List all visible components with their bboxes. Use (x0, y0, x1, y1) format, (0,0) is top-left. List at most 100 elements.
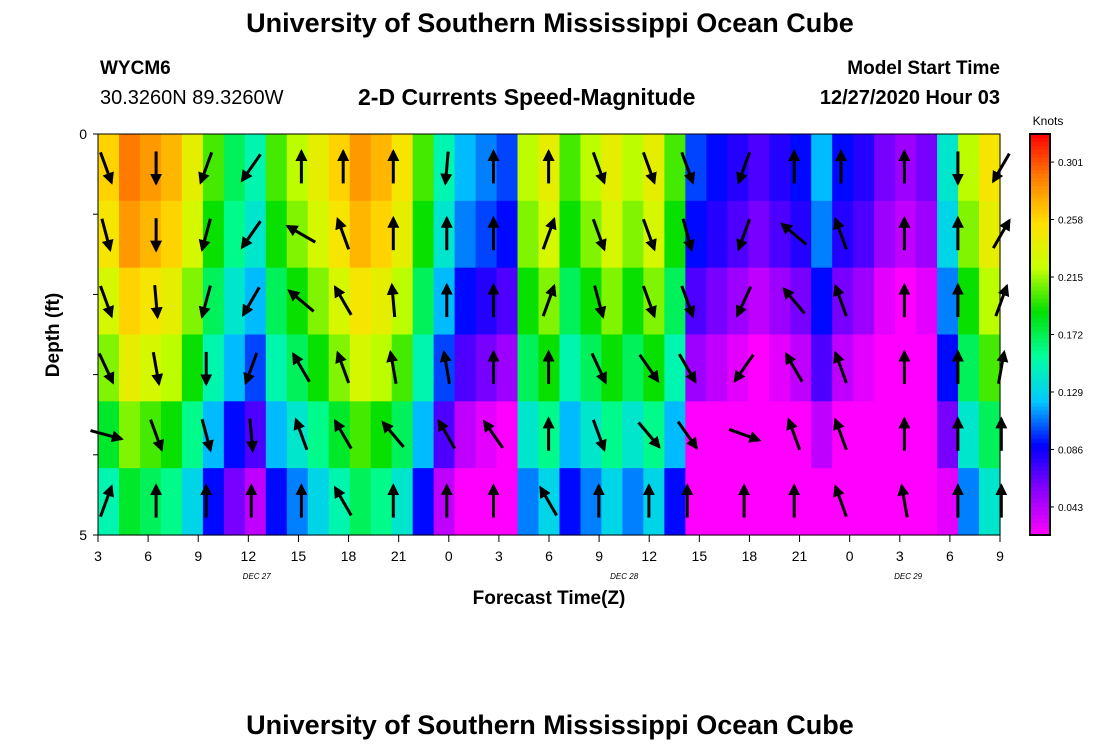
colorbar-segment (1030, 230, 1050, 235)
heatmap-cell (370, 134, 393, 202)
current-arrow (149, 419, 164, 453)
current-arrow (245, 418, 258, 454)
heatmap-cell (643, 200, 665, 269)
heatmap-cell (265, 401, 288, 469)
heatmap-cell (244, 468, 267, 536)
colorbar-segment (1030, 434, 1050, 440)
colorbar-segment (1030, 182, 1050, 187)
current-arrow (541, 283, 557, 317)
model-start-label: Model Start Time (847, 58, 1000, 79)
heatmap-cell (748, 267, 770, 336)
x-tick-label: 15 (692, 548, 708, 564)
heatmap-cell (664, 200, 686, 269)
x-tick-label: 9 (996, 548, 1004, 564)
y-tick-label: 5 (79, 527, 87, 543)
heatmap-cell (559, 200, 582, 269)
heatmap-cell (307, 401, 330, 469)
heatmap-cell (601, 200, 624, 269)
heatmap-cell (181, 134, 204, 202)
heatmap-cell (244, 401, 267, 469)
heatmap-cell (958, 134, 980, 202)
heatmap-cell (223, 468, 246, 536)
x-tick-label: 6 (144, 548, 152, 564)
heatmap-cell (412, 334, 435, 402)
colorbar-segment (1030, 474, 1050, 480)
colorbar-segment (1030, 134, 1050, 139)
heatmap-cell (580, 334, 603, 402)
current-arrow (680, 151, 696, 185)
heatmap-cell (622, 468, 644, 536)
colorbar-segment (1030, 270, 1050, 275)
heatmap-cell (748, 401, 770, 469)
heatmap-cell (454, 134, 477, 202)
heatmap-cell (496, 267, 519, 336)
heatmap-cell (769, 334, 791, 402)
colorbar-segment (1030, 358, 1050, 364)
colorbar-segment (1030, 354, 1050, 360)
heatmap-cell (937, 334, 959, 402)
heatmap-cell (937, 134, 959, 202)
heatmap-cell (979, 134, 1001, 202)
heatmap-cell (160, 468, 183, 536)
colorbar-segment (1030, 518, 1050, 524)
colorbar-segment (1030, 418, 1050, 424)
heatmap-cell (769, 134, 791, 202)
colorbar-segment (1030, 422, 1050, 428)
colorbar-segment (1030, 438, 1050, 444)
heatmap-cell (916, 334, 938, 402)
heatmap-cell (307, 334, 330, 402)
heatmap-cell (433, 267, 456, 336)
heatmap-cell (517, 200, 540, 269)
heatmap-cell (727, 334, 749, 402)
colorbar-segment (1030, 446, 1050, 452)
heatmap-cell (307, 267, 330, 336)
heatmap-cell (286, 468, 309, 536)
heatmap-cell (412, 134, 435, 202)
heatmap-cell (139, 134, 162, 202)
colorbar-segment (1030, 314, 1050, 319)
current-arrow (198, 285, 212, 319)
current-arrow (786, 417, 802, 451)
x-tick-label: 9 (194, 548, 202, 564)
heatmap-cell (727, 267, 749, 336)
date-label: DEC 28 (610, 572, 639, 581)
heatmap-cell (433, 334, 456, 402)
heatmap-cell (559, 134, 582, 202)
colorbar-segment (1030, 190, 1050, 195)
heatmap-cell (244, 134, 267, 202)
current-arrow (335, 350, 351, 384)
heatmap-cell (937, 267, 959, 336)
heatmap-cell (139, 334, 162, 402)
heatmap-cell (391, 334, 414, 402)
current-arrow (242, 286, 261, 317)
heatmap-cell (664, 134, 686, 202)
colorbar-segment (1030, 386, 1050, 392)
heatmap-cell (853, 468, 875, 536)
heatmap-cell (979, 267, 1001, 336)
heatmap-cell (412, 200, 435, 269)
colorbar-segment (1030, 302, 1050, 307)
heatmap-cell (412, 468, 435, 536)
heatmap-cell (958, 200, 980, 269)
colorbar-tick-label: 0.043 (1058, 503, 1083, 514)
current-arrow (97, 352, 115, 385)
colorbar-segment (1030, 246, 1050, 251)
colorbar-segment (1030, 530, 1050, 536)
current-arrow (641, 151, 657, 185)
heatmap-cell (223, 334, 246, 402)
heatmap-cell (517, 334, 540, 402)
heatmap-cell (832, 334, 854, 402)
colorbar-segment (1030, 430, 1050, 436)
colorbar-tick-label: 0.301 (1058, 158, 1083, 169)
colorbar-segment (1030, 406, 1050, 412)
heatmap-cell (118, 200, 141, 269)
current-arrow (676, 420, 698, 450)
heatmap-cell (265, 267, 288, 336)
current-arrow (591, 218, 607, 252)
current-arrow (198, 218, 212, 253)
heatmap-cell (118, 401, 141, 469)
current-arrow (292, 352, 311, 383)
heatmap-cell (98, 468, 120, 536)
heatmap-cell (706, 401, 728, 469)
current-arrow (833, 216, 848, 250)
